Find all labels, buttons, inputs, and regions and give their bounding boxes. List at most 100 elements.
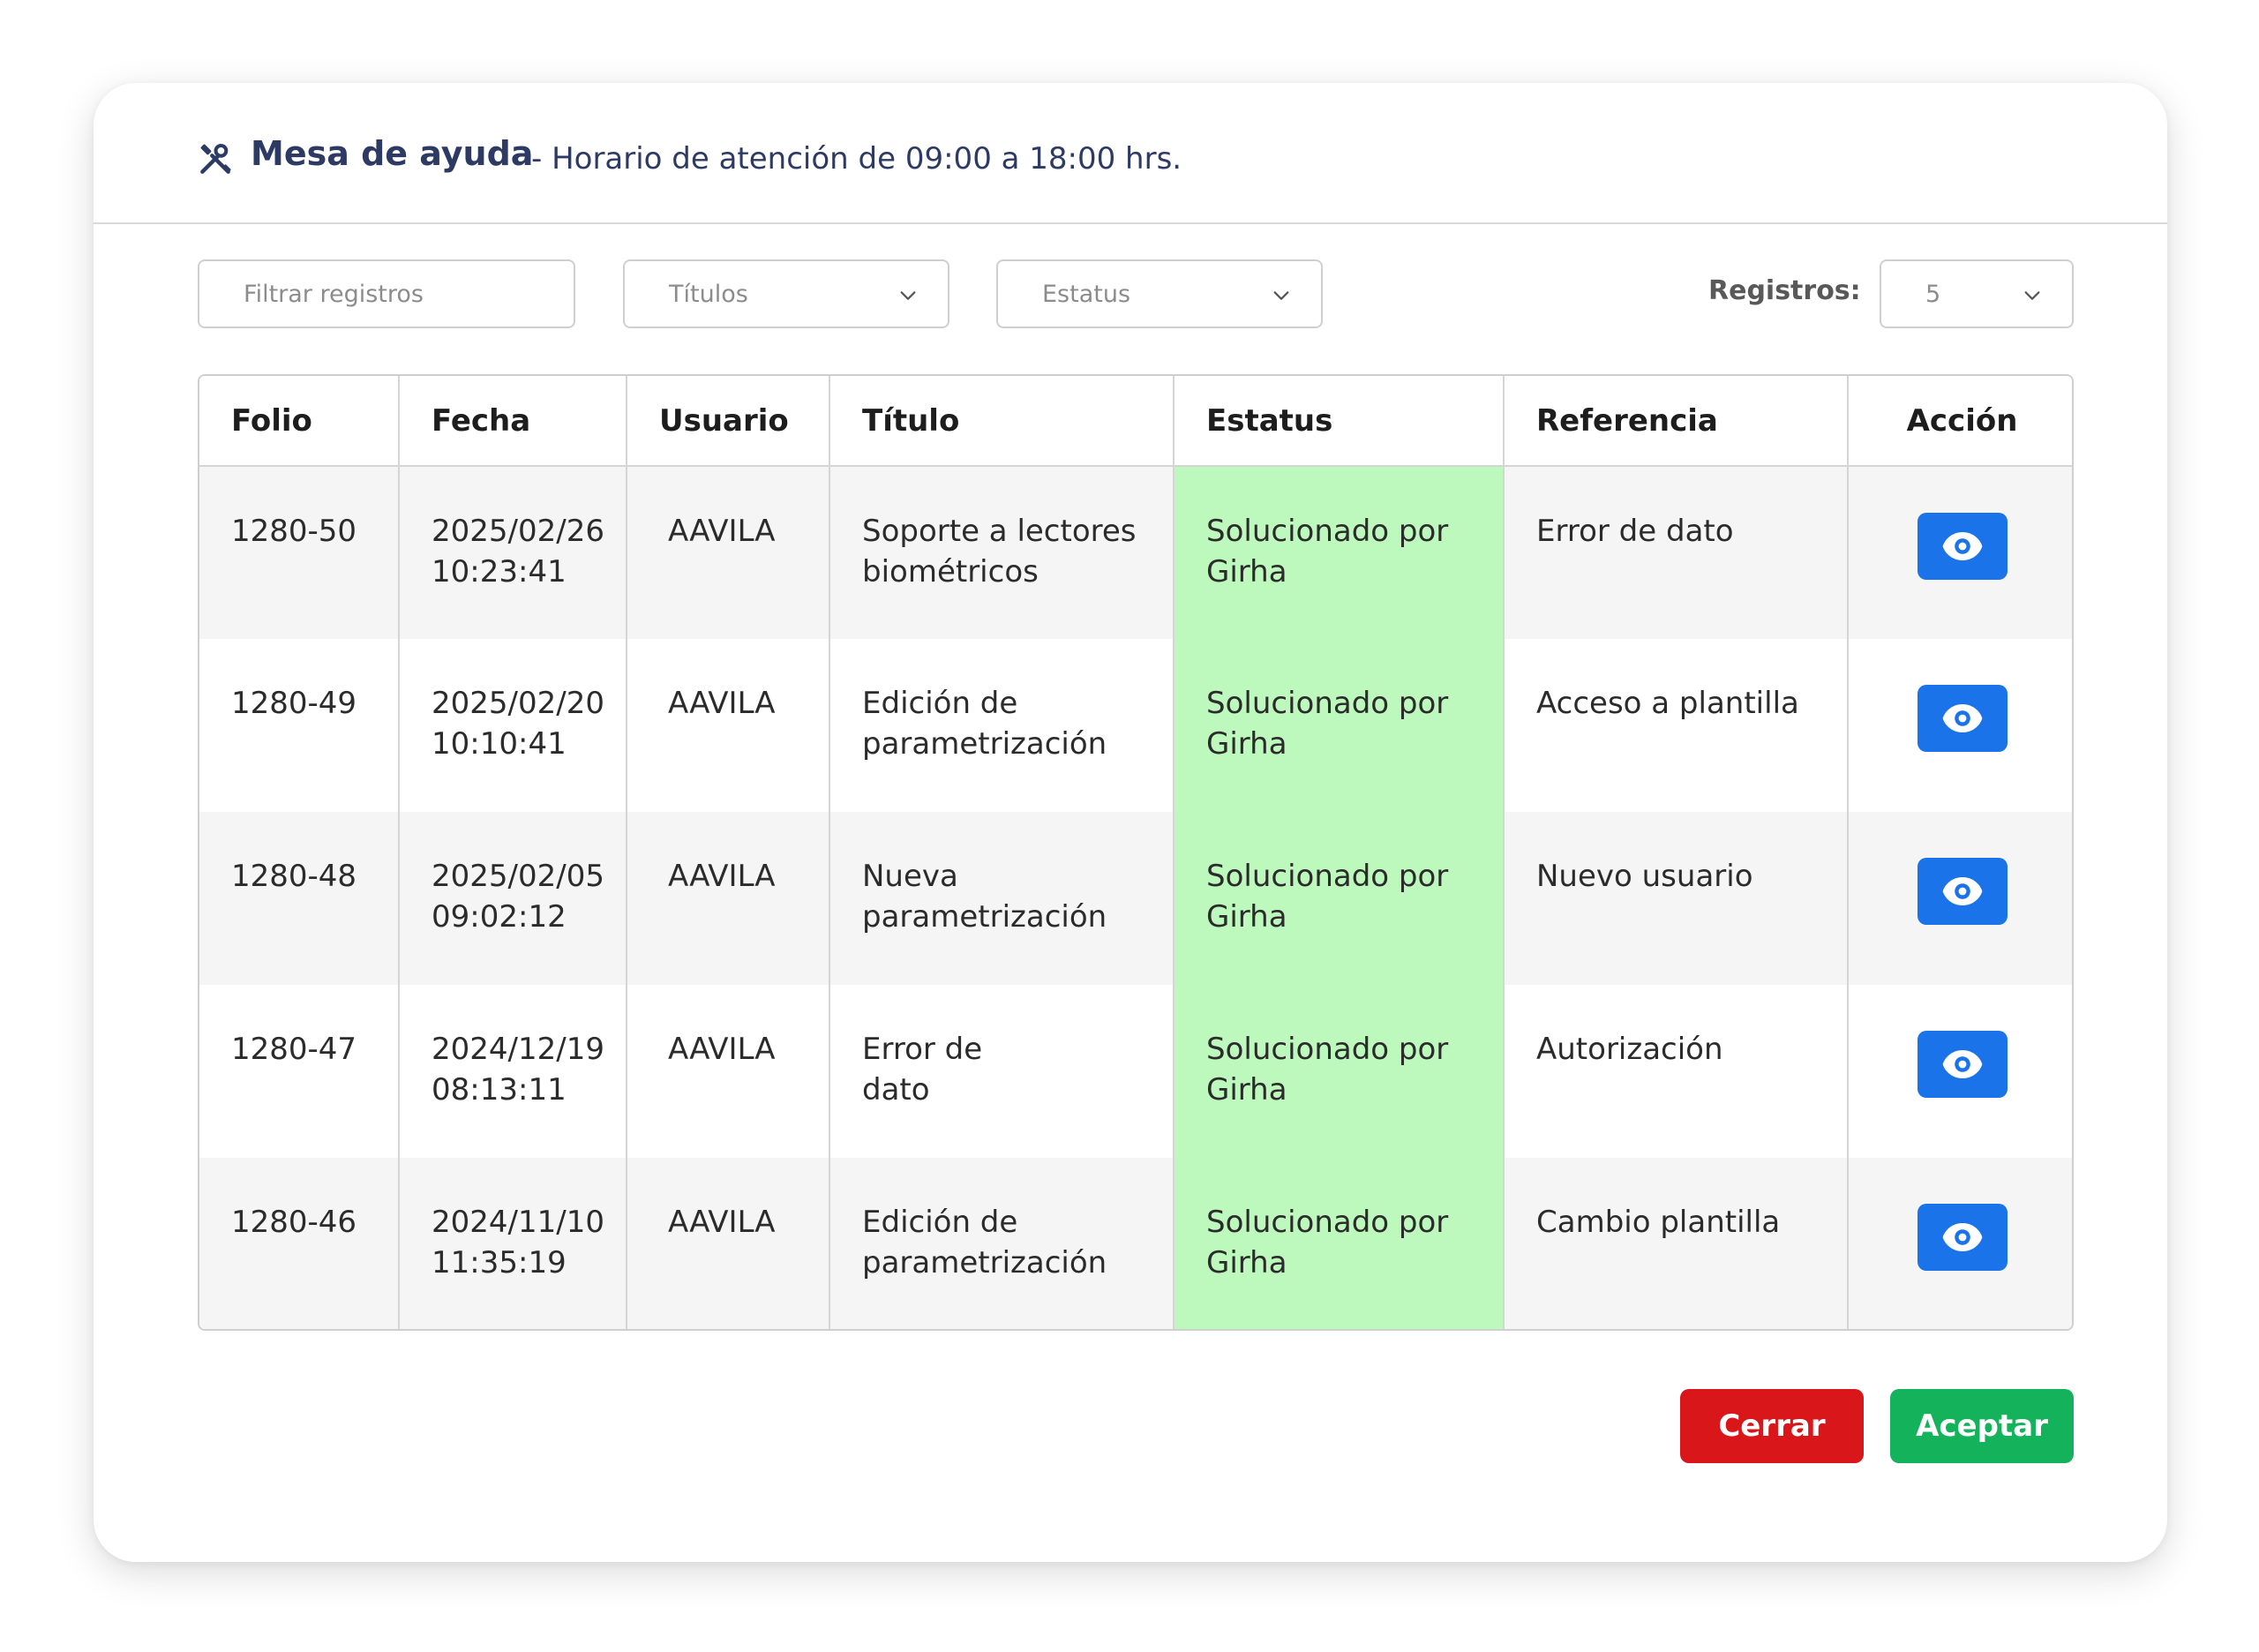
cell-fecha: 2025/02/20 10:10:41 [399,639,627,812]
view-ticket-button[interactable] [1917,685,2008,752]
cell-folio: 1280-50 [199,466,400,639]
cell-estatus-line2: Girha [1206,899,1287,935]
cell-estatus-line1: Solucionado por [1206,1032,1449,1067]
cell-titulo: Error de dato [829,985,1175,1158]
column-header-titulo[interactable]: Título [829,376,1175,467]
column-header-estatus[interactable]: Estatus [1174,376,1505,467]
cell-fecha-date: 2024/11/10 [432,1205,604,1240]
cell-estatus-line1: Solucionado por [1206,1205,1449,1240]
cell-titulo-line2: biométricos [862,554,1039,589]
cell-estatus: Solucionado por Girha [1174,985,1505,1158]
eye-icon [1942,532,1982,560]
cell-accion [1848,1158,2072,1329]
cell-estatus: Solucionado por Girha [1174,1158,1505,1329]
cell-titulo-line1: Edición de [862,686,1018,721]
cell-usuario: AAVILA [627,639,830,812]
chevron-down-icon [2024,291,2040,300]
view-ticket-button[interactable] [1917,513,2008,580]
cell-folio: 1280-49 [199,639,400,812]
records-count-label: Registros: [1708,275,1861,306]
cell-titulo: Edición de parametrización [829,1158,1175,1329]
cell-estatus: Solucionado por Girha [1174,812,1505,985]
cell-folio: 1280-46 [199,1158,400,1329]
chevron-down-icon [900,291,916,300]
cell-accion [1848,812,2072,985]
titles-dropdown-label: Títulos [669,281,748,308]
cell-estatus-line1: Solucionado por [1206,859,1449,894]
tickets-table: Folio Fecha Usuario Título Estatus Refer… [198,374,2074,1331]
view-ticket-button[interactable] [1917,858,2008,925]
table-header-row: Folio Fecha Usuario Título Estatus Refer… [199,376,2072,467]
cell-titulo-line1: Soporte a lectores [862,514,1137,549]
cell-usuario: AAVILA [627,466,830,639]
records-count-value: 5 [1925,281,1941,308]
eye-icon [1942,1050,1982,1078]
column-header-referencia[interactable]: Referencia [1504,376,1849,467]
cell-usuario: AAVILA [627,812,830,985]
cell-accion [1848,985,2072,1158]
cell-accion [1848,466,2072,639]
tools-icon [200,143,231,174]
filter-records-input[interactable] [198,259,575,328]
cell-estatus-line2: Girha [1206,1245,1287,1280]
column-header-accion: Acción [1848,376,2072,467]
column-header-usuario[interactable]: Usuario [627,376,830,467]
cell-referencia: Error de dato [1504,466,1849,639]
cell-referencia: Cambio plantilla [1504,1158,1849,1329]
page-subtitle: - Horario de atención de 09:00 a 18:00 h… [531,141,1182,176]
cell-fecha: 2024/12/19 08:13:11 [399,985,627,1158]
cell-titulo-line2: parametrización [862,1245,1107,1280]
modal-header: Mesa de ayuda - Horario de atención de 0… [94,83,2167,224]
cell-accion [1848,639,2072,812]
cell-titulo: Soporte a lectores biométricos [829,466,1175,639]
cell-fecha-time: 11:35:19 [432,1245,567,1280]
cell-titulo-line2: parametrización [862,726,1107,762]
column-header-fecha[interactable]: Fecha [399,376,627,467]
cell-folio: 1280-48 [199,812,400,985]
cell-estatus-line2: Girha [1206,726,1287,762]
cell-fecha: 2024/11/10 11:35:19 [399,1158,627,1329]
cell-estatus-line1: Solucionado por [1206,686,1449,721]
close-button[interactable]: Cerrar [1680,1389,1864,1463]
cell-titulo-line1: Nueva [862,859,958,894]
cell-estatus: Solucionado por Girha [1174,466,1505,639]
status-dropdown[interactable]: Estatus [996,259,1323,328]
column-header-folio[interactable]: Folio [199,376,400,467]
cell-fecha-time: 09:02:12 [432,899,567,935]
cell-fecha-date: 2025/02/26 [432,514,604,549]
page-title: Mesa de ayuda [251,134,534,173]
cell-estatus-line2: Girha [1206,1072,1287,1108]
cell-referencia: Acceso a plantilla [1504,639,1849,812]
cell-titulo: Nueva parametrización [829,812,1175,985]
cell-fecha: 2025/02/26 10:23:41 [399,466,627,639]
eye-icon [1942,1223,1982,1251]
help-desk-modal: Mesa de ayuda - Horario de atención de 0… [94,83,2167,1562]
table-row: 1280-49 2025/02/20 10:10:41 AAVILA Edició… [199,639,2072,812]
cell-fecha-time: 08:13:11 [432,1072,567,1108]
cell-fecha-time: 10:23:41 [432,554,567,589]
status-dropdown-label: Estatus [1042,281,1131,308]
cell-fecha-time: 10:10:41 [432,726,567,762]
titles-dropdown[interactable]: Títulos [623,259,949,328]
cell-fecha: 2025/02/05 09:02:12 [399,812,627,985]
eye-icon [1942,704,1982,732]
cell-referencia: Nuevo usuario [1504,812,1849,985]
cell-titulo-line2: dato [862,1072,930,1108]
cell-usuario: AAVILA [627,1158,830,1329]
cell-titulo-line2: parametrización [862,899,1107,935]
eye-icon [1942,877,1982,905]
cell-titulo-line1: Edición de [862,1205,1018,1240]
cell-fecha-date: 2024/12/19 [432,1032,604,1067]
records-count-dropdown[interactable]: 5 [1880,259,2074,328]
cell-referencia: Autorización [1504,985,1849,1158]
cell-fecha-date: 2025/02/05 [432,859,604,894]
accept-button[interactable]: Aceptar [1890,1389,2074,1463]
table-row: 1280-46 2024/11/10 11:35:19 AAVILA Edició… [199,1158,2072,1329]
view-ticket-button[interactable] [1917,1031,2008,1098]
cell-fecha-date: 2025/02/20 [432,686,604,721]
cell-usuario: AAVILA [627,985,830,1158]
cell-estatus-line1: Solucionado por [1206,514,1449,549]
table-row: 1280-50 2025/02/26 10:23:41 AAVILA Soport… [199,466,2072,639]
chevron-down-icon [1273,291,1289,300]
view-ticket-button[interactable] [1917,1204,2008,1271]
